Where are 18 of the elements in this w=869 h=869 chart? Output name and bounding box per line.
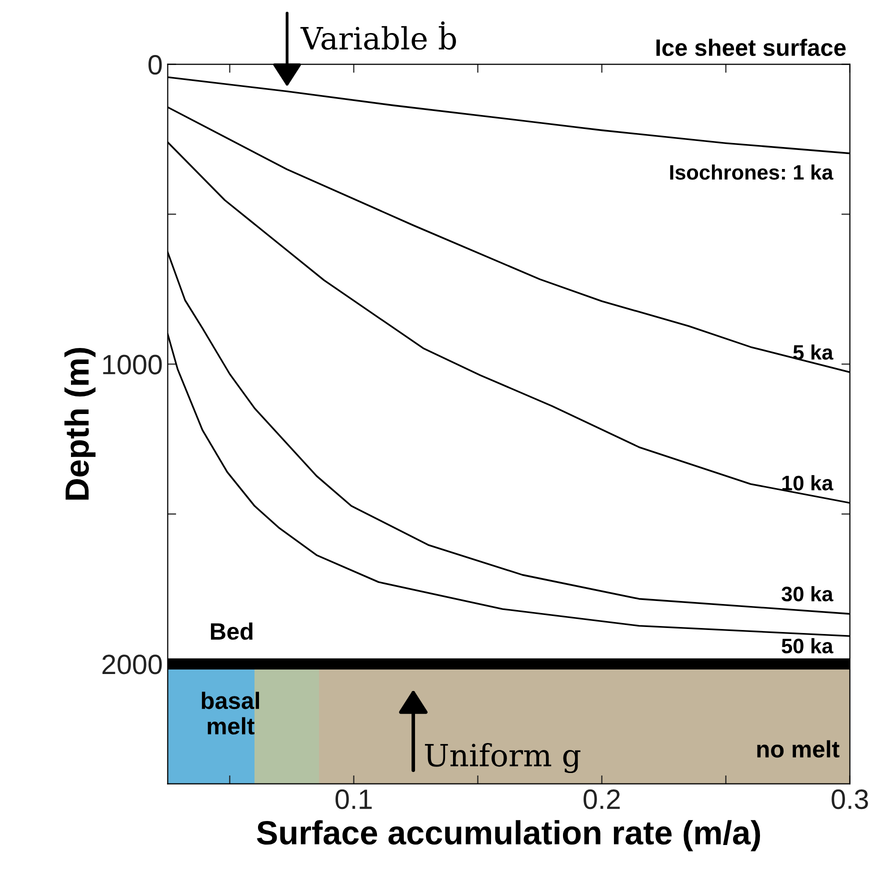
- y-axis-title: Depth (m): [64, 348, 96, 500]
- annotation: Uniform g: [424, 743, 580, 774]
- series-label: 30 ka: [782, 586, 834, 602]
- series-label: 10 ka: [782, 475, 834, 490]
- x-tick-label: 0.1: [336, 789, 372, 810]
- text: Variable ḃ: [300, 21, 456, 50]
- y-tick-label: 0: [148, 54, 162, 75]
- annotation: basal melt: [202, 692, 259, 735]
- ref-line-label: Bed: [210, 622, 252, 640]
- y-tick-label: 1000: [103, 354, 162, 374]
- x-tick-label: 0.2: [584, 789, 620, 810]
- annotation: no melt: [757, 740, 840, 758]
- x-tick-label: 0.3: [832, 789, 868, 810]
- series-label: 50 ka: [782, 638, 834, 654]
- x-axis-title: Surface accumulation rate (m/a): [256, 820, 760, 852]
- series-label: Isochrones: 1 ka: [670, 164, 834, 180]
- text: Ice sheet surface: [656, 38, 846, 56]
- y-tick-label: 2000: [102, 654, 162, 674]
